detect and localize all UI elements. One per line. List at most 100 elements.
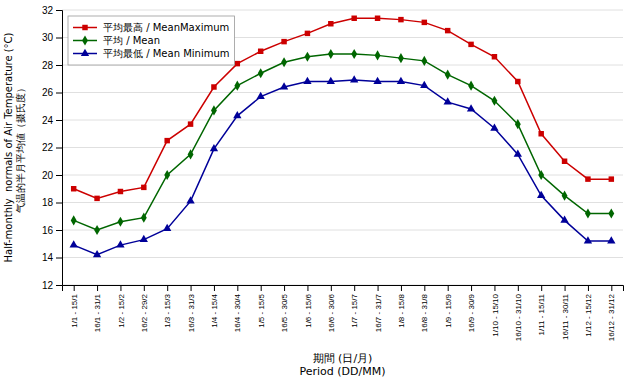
series-marker xyxy=(490,123,498,130)
x-tick: 1/8 - 15/8 xyxy=(397,285,406,328)
legend-label: 平均最高 / MeanMaximum xyxy=(103,22,229,33)
x-tick: 16/9 - 30/9 xyxy=(467,285,476,332)
series-marker xyxy=(93,250,101,257)
series-marker xyxy=(303,77,311,84)
y-tick-label: 16 xyxy=(42,225,54,236)
x-tick: 16/4 - 30/4 xyxy=(233,285,242,332)
series-marker xyxy=(140,235,148,242)
legend-label: 平均最低 / Mean Minimum xyxy=(103,48,230,59)
series-marker xyxy=(305,31,310,36)
x-tick-label: 16/6 - 30/6 xyxy=(327,293,336,332)
y-axis: 1214161820222426283032 xyxy=(42,5,63,291)
series-line xyxy=(74,80,612,255)
x-tick: 16/10 - 31/10 xyxy=(514,285,523,341)
series-marker xyxy=(584,236,592,243)
x-tick-mark xyxy=(74,285,75,291)
x-tick: 1/11 - 15/11 xyxy=(537,285,546,336)
x-tick-label: 16/11 - 30/11 xyxy=(561,293,570,340)
x-axis-title: 期間 (日/月)Period (DD/MM) xyxy=(299,352,385,378)
x-tick-label: 16/5 - 30/5 xyxy=(280,293,289,332)
x-tick-label: 1/5 - 15/5 xyxy=(257,293,266,327)
x-tick-label: 16/4 - 30/4 xyxy=(233,293,242,332)
series-marker xyxy=(562,191,568,201)
series-marker xyxy=(327,77,335,84)
series-marker xyxy=(94,225,100,235)
y-tick: 28 xyxy=(42,60,62,71)
x-tick: 16/5 - 30/5 xyxy=(280,285,289,332)
x-tick-label: 1/7 - 15/7 xyxy=(350,293,359,327)
x-tick: 1/12 - 15/12 xyxy=(584,285,593,337)
series-marker xyxy=(515,79,520,84)
x-axis: 1/1 - 15/1 16/1 - 31/1 1/2 - 15/2 16/2 - 29… xyxy=(63,285,624,341)
series-marker xyxy=(328,49,334,59)
x-tick-label: 1/12 - 15/12 xyxy=(584,293,593,336)
series-marker xyxy=(560,216,568,223)
y-tick-mark xyxy=(56,10,62,11)
series-marker xyxy=(537,191,545,198)
series-marker xyxy=(514,150,522,157)
series-marker xyxy=(258,68,264,78)
x-tick-mark xyxy=(611,285,612,291)
series-marker xyxy=(258,49,263,54)
x-tick: 16/3 - 31/3 xyxy=(187,285,196,332)
series-marker xyxy=(164,170,170,180)
legend-swatch-marker xyxy=(82,35,88,45)
series-marker xyxy=(281,57,287,67)
series xyxy=(70,75,616,257)
y-tick: 18 xyxy=(42,197,62,208)
x-tick-label: 16/8 - 31/8 xyxy=(420,293,429,332)
x-tick-mark xyxy=(401,285,402,291)
grid-line xyxy=(62,257,623,258)
x-tick-label: 16/7 - 31/7 xyxy=(374,293,383,332)
series-marker xyxy=(281,39,286,44)
x-tick-label: 1/2 - 15/2 xyxy=(116,293,125,327)
x-tick: 16/1 - 31/1 xyxy=(93,285,102,332)
series-marker xyxy=(375,50,381,60)
x-tick: 1/6 - 15/6 xyxy=(303,285,312,328)
series-marker xyxy=(163,224,171,231)
series-marker xyxy=(116,240,124,247)
x-tick: 1/2 - 15/2 xyxy=(116,285,125,328)
series-marker xyxy=(257,92,265,99)
x-tick: 1/3 - 15/3 xyxy=(163,285,172,328)
y-tick-mark xyxy=(56,258,62,259)
x-tick-mark xyxy=(424,285,425,291)
series-marker xyxy=(328,21,333,26)
series-marker xyxy=(71,215,77,225)
x-tick-mark xyxy=(541,285,542,291)
series-marker xyxy=(71,186,76,191)
x-tick: 1/9 - 15/9 xyxy=(444,285,453,328)
series-marker xyxy=(234,81,240,91)
series-marker xyxy=(70,240,78,247)
series-marker xyxy=(164,138,169,143)
y-tick-label: 26 xyxy=(42,87,54,98)
grid-line xyxy=(62,92,623,93)
series-marker xyxy=(304,52,310,62)
y-tick: 20 xyxy=(42,170,62,181)
x-tick-mark xyxy=(97,285,98,291)
x-tick-mark xyxy=(144,285,145,291)
x-tick-label: 16/2 - 29/2 xyxy=(140,293,149,332)
y-tick-label: 18 xyxy=(42,197,54,208)
y-tick-mark xyxy=(56,38,62,39)
series-marker xyxy=(188,121,193,126)
x-tick: 16/2 - 29/2 xyxy=(140,285,149,332)
series-marker xyxy=(94,196,99,201)
x-tick-label: 1/11 - 15/11 xyxy=(537,293,546,335)
grid-line xyxy=(62,120,623,121)
x-tick-label: 1/8 - 15/8 xyxy=(397,293,406,327)
x-tick-mark xyxy=(471,285,472,291)
series-marker xyxy=(444,97,452,104)
series-marker xyxy=(210,144,218,151)
y-tick: 26 xyxy=(42,87,62,98)
x-tick: 16/12 - 31/12 xyxy=(607,285,616,341)
series-marker xyxy=(607,236,615,243)
x-tick: 1/1 - 15/1 xyxy=(70,285,79,328)
y-tick-label: 28 xyxy=(42,60,54,71)
y-tick-mark xyxy=(56,285,62,286)
y-tick-label: 24 xyxy=(42,115,54,126)
y-tick: 16 xyxy=(42,225,62,236)
series-marker xyxy=(515,119,521,129)
y-tick-mark xyxy=(56,203,62,204)
x-tick-mark xyxy=(565,285,566,291)
